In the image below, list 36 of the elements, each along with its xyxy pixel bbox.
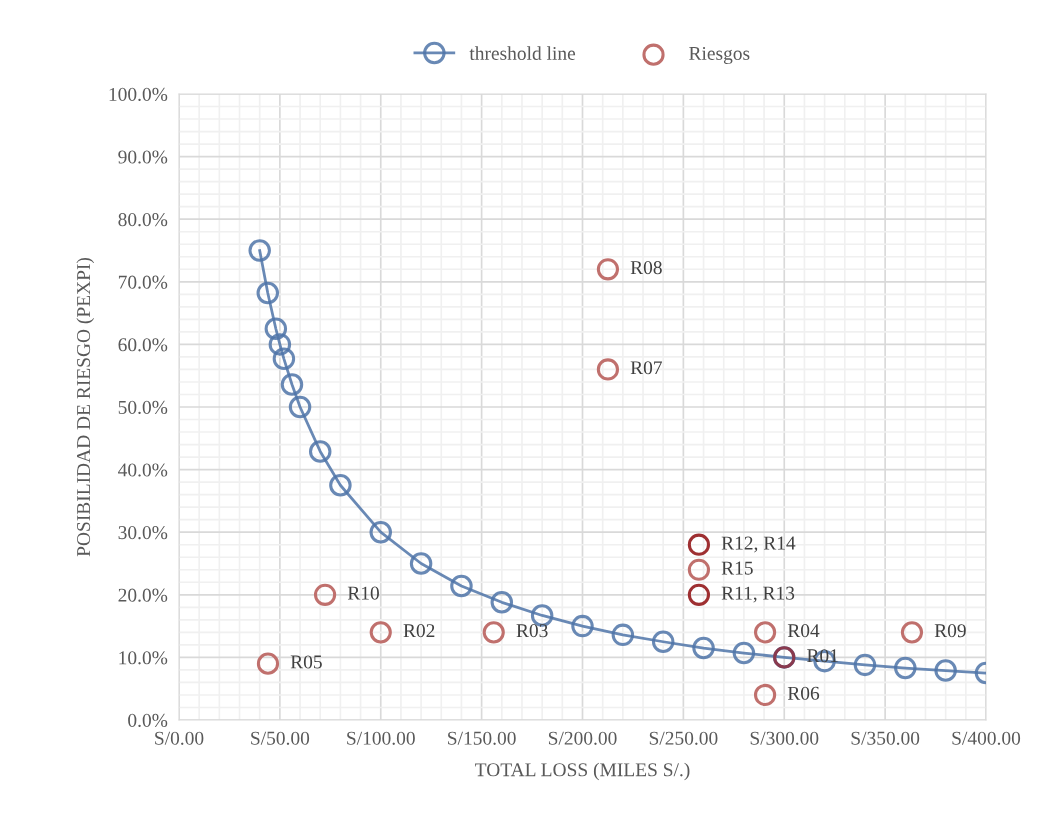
- legend-label: threshold line: [469, 46, 576, 60]
- annotation: R15: [721, 561, 753, 575]
- annotation: R11, R13: [721, 586, 795, 603]
- y-tick-label: 10.0%: [119, 651, 168, 665]
- x-tick-label: S/150.00: [448, 731, 516, 745]
- y-tick-label: 60.0%: [118, 338, 168, 352]
- annotation: R09: [934, 624, 966, 638]
- y-tick-label: 90.0%: [118, 150, 168, 164]
- y-tick-label: 0.0%: [128, 713, 168, 728]
- y-tick-label: 20.0%: [118, 588, 168, 602]
- x-axis-title: TOTAL LOSS (MILES S/.): [475, 762, 690, 781]
- annotation: R08: [630, 261, 662, 275]
- x-tick-label: S/300.00: [750, 731, 819, 745]
- annotation: R07: [630, 361, 662, 375]
- y-tick-label: 70.0%: [118, 275, 168, 289]
- annotation: R02: [403, 624, 435, 638]
- annotation: R12, R14: [721, 536, 796, 553]
- x-tick-label: S/200.00: [548, 731, 617, 745]
- annotation: R03: [516, 624, 548, 638]
- y-tick-label: 30.0%: [118, 526, 168, 540]
- legend-label: Riesgos: [689, 46, 750, 64]
- y-tick-label: 100.0%: [109, 87, 168, 102]
- x-tick-label: S/250.00: [649, 731, 718, 745]
- y-tick-label: 50.0%: [118, 400, 168, 415]
- annotation: R10: [347, 586, 379, 600]
- x-tick-label: S/50.00: [251, 731, 310, 745]
- y-tick-label: 40.0%: [118, 463, 168, 477]
- annotation: R05: [290, 655, 322, 669]
- y-tick-label: 80.0%: [118, 213, 168, 227]
- x-tick-label: S/350.00: [851, 731, 920, 745]
- x-tick-label: S/400.00: [952, 731, 1021, 745]
- y-axis-title: POSIBILIDAD DE RIESGO (PEXPI): [76, 257, 95, 557]
- x-tick-label: S/0.00: [155, 731, 204, 745]
- annotation: R06: [787, 686, 820, 700]
- x-tick-label: S/100.00: [347, 731, 415, 745]
- annotation: R04: [787, 624, 820, 638]
